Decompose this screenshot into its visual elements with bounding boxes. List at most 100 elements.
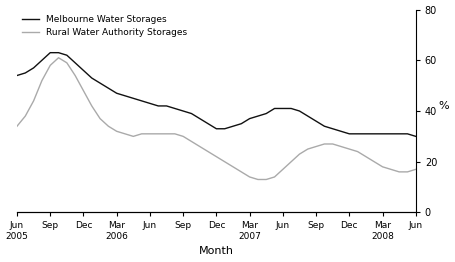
Melbourne Water Storages — [56, 51, 61, 54]
Melbourne Water Storages — [214, 127, 219, 130]
Melbourne Water Storages — [413, 135, 419, 138]
X-axis label: Month: Month — [199, 247, 234, 256]
Melbourne Water Storages — [280, 107, 286, 110]
Rural Water Authority Storages — [156, 132, 161, 135]
Rural Water Authority Storages — [396, 170, 402, 173]
Rural Water Authority Storages — [197, 145, 202, 148]
Rural Water Authority Storages — [89, 104, 95, 107]
Rural Water Authority Storages — [230, 165, 236, 168]
Melbourne Water Storages — [106, 87, 111, 90]
Rural Water Authority Storages — [338, 145, 344, 148]
Rural Water Authority Storages — [263, 178, 269, 181]
Melbourne Water Storages — [197, 117, 202, 120]
Melbourne Water Storages — [372, 132, 377, 135]
Rural Water Authority Storages — [247, 175, 253, 178]
Rural Water Authority Storages — [14, 125, 20, 128]
Melbourne Water Storages — [355, 132, 360, 135]
Melbourne Water Storages — [380, 132, 385, 135]
Legend: Melbourne Water Storages, Rural Water Authority Storages: Melbourne Water Storages, Rural Water Au… — [19, 11, 191, 41]
Rural Water Authority Storages — [330, 143, 335, 146]
Rural Water Authority Storages — [313, 145, 319, 148]
Rural Water Authority Storages — [122, 132, 128, 135]
Melbourne Water Storages — [305, 114, 310, 118]
Rural Water Authority Storages — [189, 140, 194, 143]
Rural Water Authority Storages — [106, 125, 111, 128]
Melbourne Water Storages — [330, 127, 335, 130]
Rural Water Authority Storages — [97, 117, 103, 120]
Melbourne Water Storages — [347, 132, 352, 135]
Melbourne Water Storages — [139, 99, 144, 102]
Rural Water Authority Storages — [47, 64, 53, 67]
Rural Water Authority Storages — [347, 148, 352, 151]
Melbourne Water Storages — [322, 125, 327, 128]
Melbourne Water Storages — [247, 117, 253, 120]
Melbourne Water Storages — [238, 122, 244, 125]
Rural Water Authority Storages — [288, 160, 294, 163]
Melbourne Water Storages — [14, 74, 20, 77]
Rural Water Authority Storages — [81, 89, 86, 92]
Melbourne Water Storages — [255, 114, 261, 118]
Melbourne Water Storages — [230, 125, 236, 128]
Rural Water Authority Storages — [39, 79, 45, 82]
Melbourne Water Storages — [122, 94, 128, 97]
Melbourne Water Storages — [72, 61, 78, 64]
Rural Water Authority Storages — [147, 132, 153, 135]
Rural Water Authority Storages — [181, 135, 186, 138]
Rural Water Authority Storages — [322, 143, 327, 146]
Rural Water Authority Storages — [64, 61, 70, 64]
Rural Water Authority Storages — [413, 168, 419, 171]
Rural Water Authority Storages — [72, 74, 78, 77]
Line: Rural Water Authority Storages: Rural Water Authority Storages — [17, 58, 416, 179]
Rural Water Authority Storages — [238, 170, 244, 173]
Melbourne Water Storages — [363, 132, 369, 135]
Melbourne Water Storages — [313, 119, 319, 123]
Melbourne Water Storages — [263, 112, 269, 115]
Melbourne Water Storages — [222, 127, 228, 130]
Melbourne Water Storages — [23, 71, 28, 74]
Rural Water Authority Storages — [205, 150, 211, 153]
Rural Water Authority Storages — [214, 155, 219, 158]
Melbourne Water Storages — [181, 110, 186, 113]
Y-axis label: %: % — [439, 101, 450, 111]
Melbourne Water Storages — [131, 97, 136, 100]
Rural Water Authority Storages — [388, 168, 394, 171]
Melbourne Water Storages — [31, 66, 36, 69]
Melbourne Water Storages — [405, 132, 410, 135]
Rural Water Authority Storages — [222, 160, 228, 163]
Rural Water Authority Storages — [31, 99, 36, 102]
Melbourne Water Storages — [189, 112, 194, 115]
Melbourne Water Storages — [39, 59, 45, 62]
Rural Water Authority Storages — [164, 132, 169, 135]
Melbourne Water Storages — [288, 107, 294, 110]
Melbourne Water Storages — [89, 77, 95, 80]
Rural Water Authority Storages — [255, 178, 261, 181]
Melbourne Water Storages — [396, 132, 402, 135]
Rural Water Authority Storages — [297, 152, 302, 156]
Melbourne Water Storages — [47, 51, 53, 54]
Melbourne Water Storages — [338, 130, 344, 133]
Rural Water Authority Storages — [280, 168, 286, 171]
Rural Water Authority Storages — [131, 135, 136, 138]
Rural Water Authority Storages — [372, 160, 377, 163]
Rural Water Authority Storages — [23, 114, 28, 118]
Melbourne Water Storages — [114, 92, 119, 95]
Rural Water Authority Storages — [114, 130, 119, 133]
Melbourne Water Storages — [388, 132, 394, 135]
Melbourne Water Storages — [81, 69, 86, 72]
Rural Water Authority Storages — [363, 155, 369, 158]
Rural Water Authority Storages — [172, 132, 177, 135]
Rural Water Authority Storages — [305, 148, 310, 151]
Melbourne Water Storages — [156, 104, 161, 107]
Rural Water Authority Storages — [139, 132, 144, 135]
Melbourne Water Storages — [97, 81, 103, 85]
Rural Water Authority Storages — [56, 56, 61, 59]
Rural Water Authority Storages — [355, 150, 360, 153]
Melbourne Water Storages — [164, 104, 169, 107]
Melbourne Water Storages — [205, 122, 211, 125]
Rural Water Authority Storages — [405, 170, 410, 173]
Rural Water Authority Storages — [272, 175, 277, 178]
Melbourne Water Storages — [64, 54, 70, 57]
Line: Melbourne Water Storages: Melbourne Water Storages — [17, 53, 416, 137]
Melbourne Water Storages — [172, 107, 177, 110]
Rural Water Authority Storages — [380, 165, 385, 168]
